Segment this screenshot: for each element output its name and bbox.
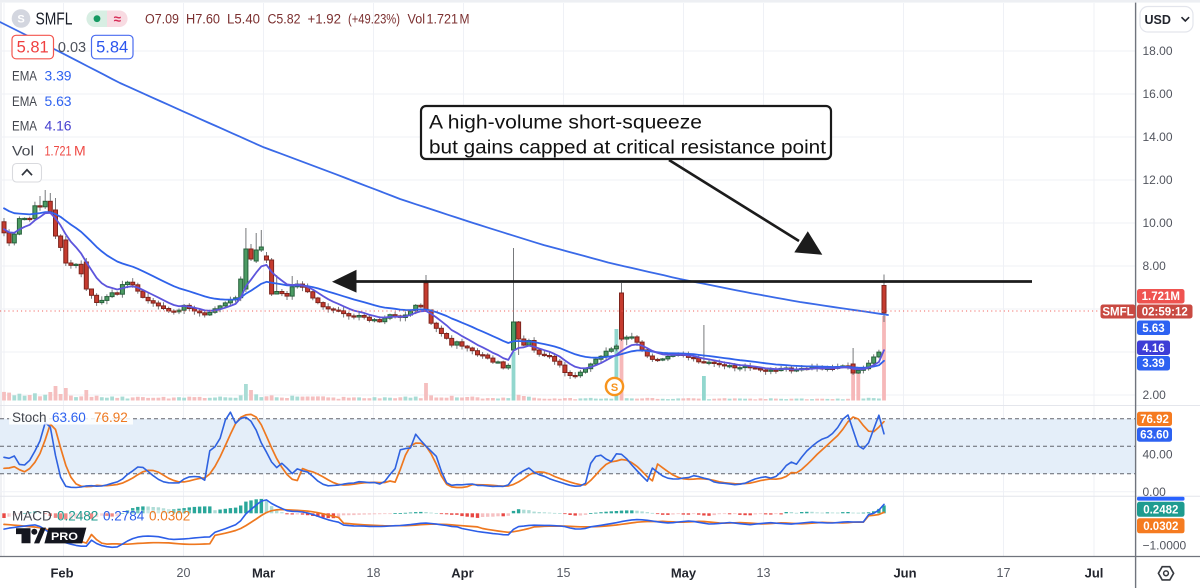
svg-text:0.00: 0.00 xyxy=(1143,485,1167,499)
svg-text:EMA: EMA xyxy=(12,93,38,109)
svg-text:EMA: EMA xyxy=(12,118,38,134)
svg-text:(+49.23%): (+49.23%) xyxy=(348,11,400,26)
svg-text:M: M xyxy=(74,143,86,159)
svg-text:18: 18 xyxy=(367,566,381,580)
svg-text:SMFL: SMFL xyxy=(36,9,73,29)
svg-text:8.00: 8.00 xyxy=(1143,259,1167,273)
svg-text:Stoch: Stoch xyxy=(12,410,47,425)
svg-text:18.00: 18.00 xyxy=(1143,44,1173,58)
svg-text:16.00: 16.00 xyxy=(1143,87,1173,101)
svg-text:4.16: 4.16 xyxy=(1142,343,1164,355)
svg-text:13: 13 xyxy=(757,566,771,580)
svg-text:4.16: 4.16 xyxy=(45,118,72,134)
svg-text:14.00: 14.00 xyxy=(1143,130,1173,144)
svg-text:3.39: 3.39 xyxy=(45,68,72,84)
svg-text:0.2482: 0.2482 xyxy=(57,509,98,524)
svg-text:5.63: 5.63 xyxy=(1142,323,1164,335)
svg-text:USD: USD xyxy=(1145,13,1171,27)
svg-text:Vol: Vol xyxy=(12,143,34,159)
svg-text:A high-volume short-squeeze: A high-volume short-squeeze xyxy=(429,112,702,134)
svg-text:40.00: 40.00 xyxy=(1143,448,1173,462)
svg-text:0.0302: 0.0302 xyxy=(1143,521,1178,533)
svg-text:0.0302: 0.0302 xyxy=(149,509,190,524)
svg-text:Mar: Mar xyxy=(252,566,275,581)
svg-text:1.721: 1.721 xyxy=(427,11,459,26)
svg-text:but gains capped at critical r: but gains capped at critical resistance … xyxy=(429,137,827,159)
svg-text:0.03: 0.03 xyxy=(58,40,86,56)
svg-text:76.92: 76.92 xyxy=(1140,414,1169,426)
svg-text:SMFL: SMFL xyxy=(1102,307,1133,319)
svg-text:2.00: 2.00 xyxy=(1143,388,1167,402)
svg-text:5.63: 5.63 xyxy=(45,93,72,109)
svg-text:0.2482: 0.2482 xyxy=(1143,504,1178,516)
svg-text:63.60: 63.60 xyxy=(1140,430,1169,442)
svg-text:M: M xyxy=(460,11,470,26)
svg-text:May: May xyxy=(671,566,697,581)
svg-text:O7.09: O7.09 xyxy=(145,11,179,26)
svg-text:0.2784: 0.2784 xyxy=(103,509,145,524)
svg-text:PRO: PRO xyxy=(51,531,78,543)
svg-text:+1.92: +1.92 xyxy=(308,11,342,26)
svg-text:Feb: Feb xyxy=(50,566,73,581)
svg-text:≈: ≈ xyxy=(114,12,122,27)
svg-text:5.84: 5.84 xyxy=(96,39,128,57)
svg-text:20: 20 xyxy=(177,566,191,580)
svg-text:Vol: Vol xyxy=(408,11,426,26)
svg-text:17: 17 xyxy=(997,566,1011,580)
svg-text:63.60: 63.60 xyxy=(52,410,86,425)
svg-text:15: 15 xyxy=(557,566,571,580)
svg-text:Jun: Jun xyxy=(893,566,916,581)
svg-text:C5.82: C5.82 xyxy=(268,11,301,26)
svg-text:10.00: 10.00 xyxy=(1143,216,1173,230)
svg-text:5.81: 5.81 xyxy=(17,39,49,57)
svg-text:Apr: Apr xyxy=(451,566,473,581)
svg-text:12.00: 12.00 xyxy=(1143,173,1173,187)
svg-text:H7.60: H7.60 xyxy=(186,11,220,26)
svg-text:−1.0000: −1.0000 xyxy=(1143,539,1187,553)
svg-text:1.721: 1.721 xyxy=(45,143,72,159)
svg-text:S: S xyxy=(611,382,618,394)
svg-text:76.92: 76.92 xyxy=(94,410,128,425)
svg-text:1.721M: 1.721M xyxy=(1142,291,1180,303)
svg-text:02:59:12: 02:59:12 xyxy=(1142,307,1188,319)
svg-text:Jul: Jul xyxy=(1085,566,1104,581)
svg-text:3.39: 3.39 xyxy=(1142,358,1164,370)
svg-text:L5.40: L5.40 xyxy=(227,11,260,26)
svg-text:S: S xyxy=(17,14,24,26)
svg-text:MACD: MACD xyxy=(12,509,52,524)
svg-text:EMA: EMA xyxy=(12,68,38,84)
